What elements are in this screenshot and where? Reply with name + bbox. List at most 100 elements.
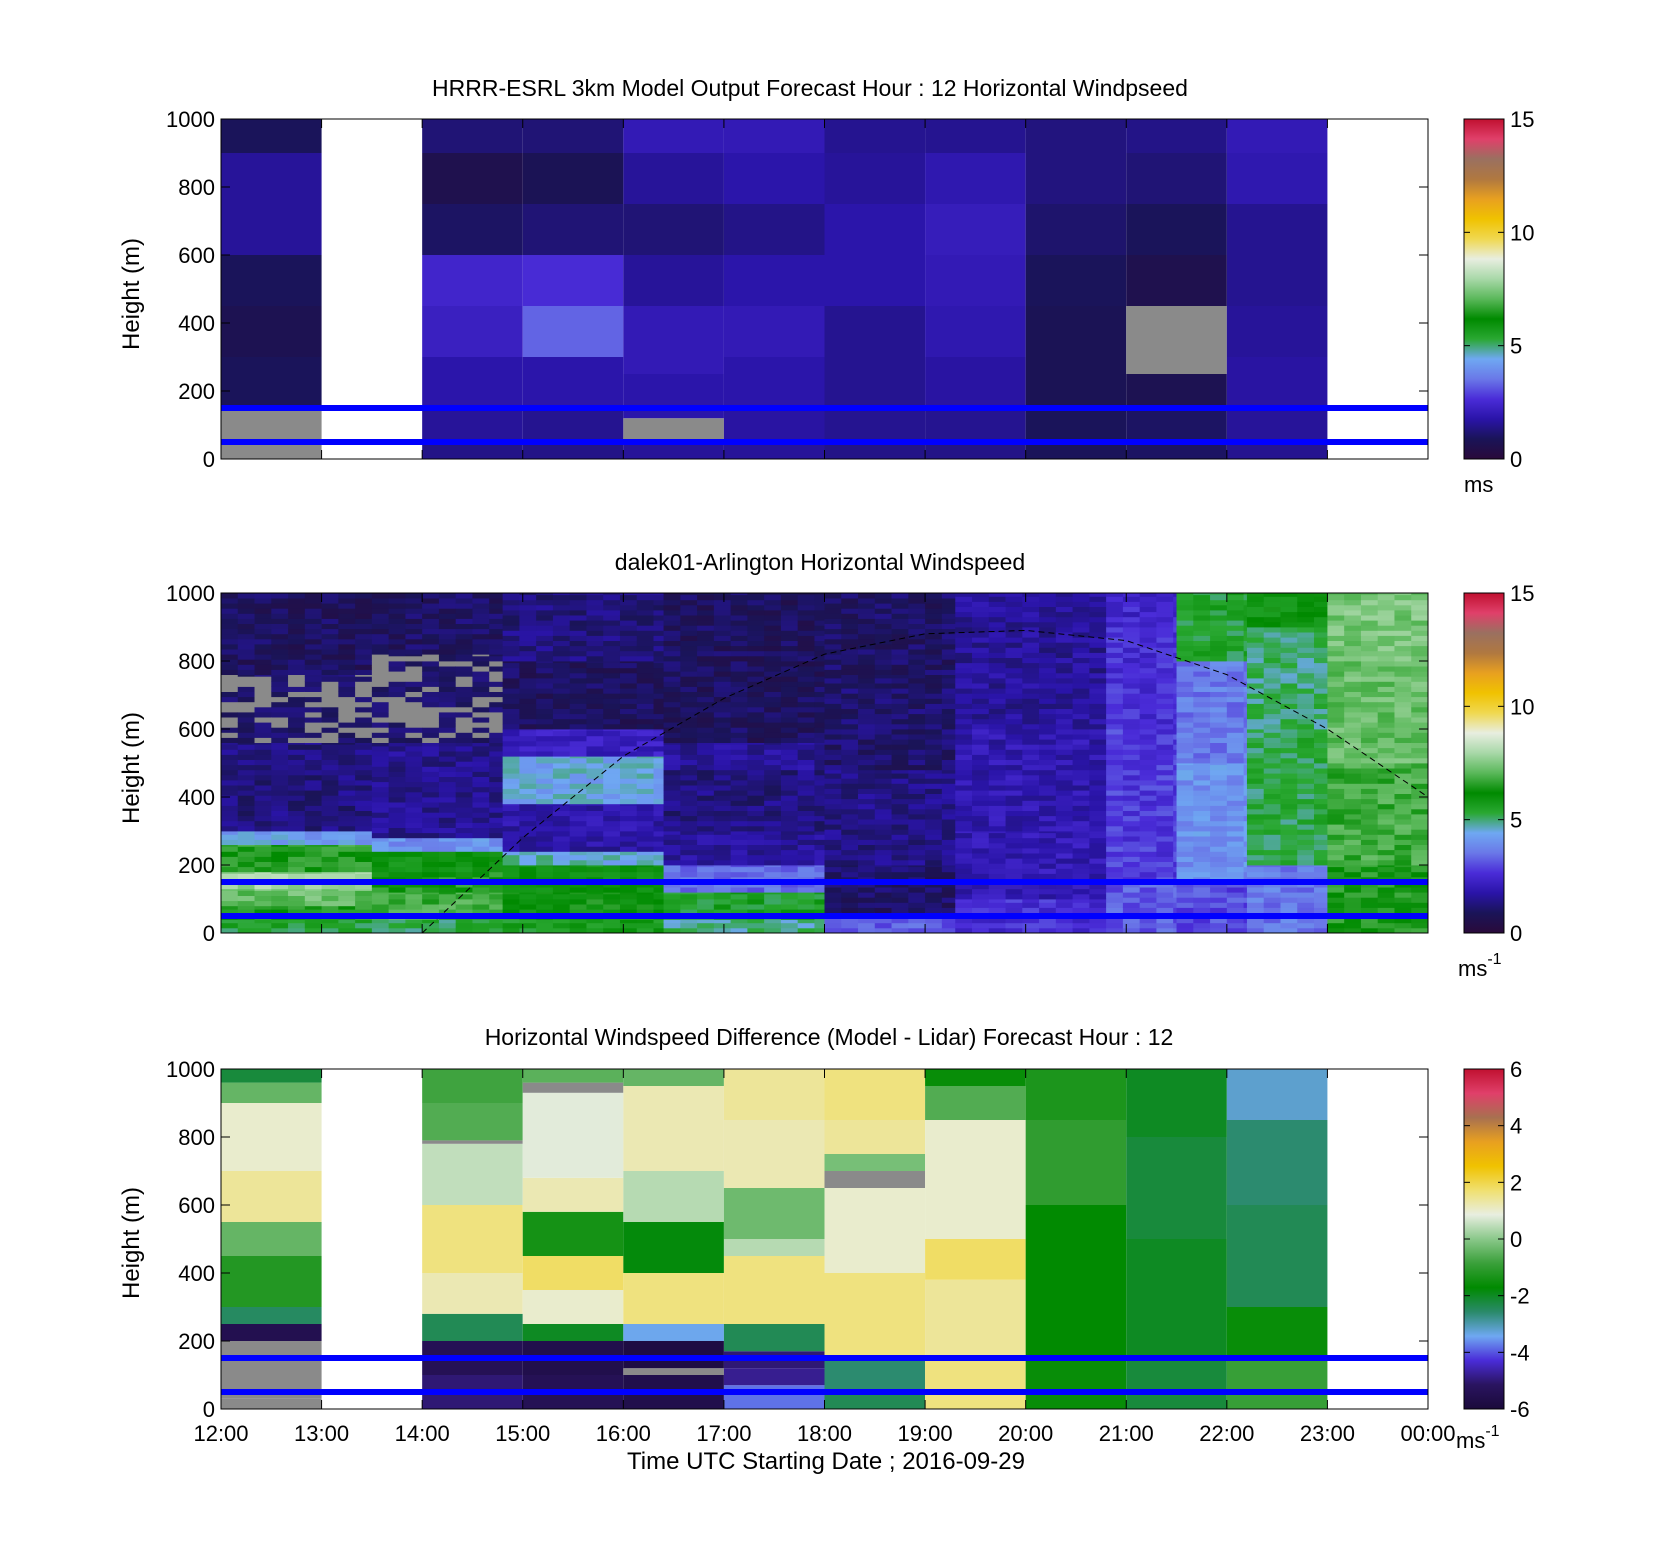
heatmap-cell [1156,688,1174,694]
heatmap-cell [663,630,681,636]
heatmap-cell [1263,803,1281,810]
heatmap-cell [1022,678,1040,684]
heatmap-cell [438,598,457,604]
heatmap-cell [1055,739,1074,745]
heatmap-cell [925,788,943,794]
heatmap-cell [1263,621,1281,628]
heatmap-cell [1226,650,1244,657]
heatmap-cell [747,594,765,601]
heatmap-cell [713,630,732,636]
heatmap-cell [321,919,339,924]
heatmap-cell [713,871,732,878]
heatmap-cell [1022,652,1040,658]
heatmap-cell [321,598,339,604]
heatmap-cell [941,674,960,679]
heatmap-cell [254,759,272,766]
heatmap-cell [1314,637,1332,643]
heatmap-cell [586,805,604,811]
heatmap-cell [489,717,507,723]
heatmap-cell [713,919,732,924]
heatmap-cell [814,625,832,631]
heatmap-cell [355,905,373,910]
heatmap-cell [908,907,926,913]
heatmap-cell [713,854,732,861]
heatmap-cell [1139,917,1157,924]
heatmap-cell [304,659,322,665]
heatmap-cell [1176,635,1194,641]
heatmap-cell [438,791,457,798]
heatmap-cell [680,701,698,708]
heatmap-cell [1039,764,1057,771]
heatmap-cell [1263,902,1281,908]
heatmap-cell [519,723,537,730]
heatmap-cell [519,740,537,747]
heatmap-cell [405,623,423,630]
heatmap-cell [1327,645,1345,652]
heatmap-cell [988,729,1006,735]
heatmap-cell [1156,718,1174,725]
heatmap-cell [388,866,406,873]
heatmap-cell [1263,611,1281,618]
heatmap-cell [1210,732,1228,738]
heatmap-cell [586,708,604,715]
heatmap-cell [1314,844,1332,851]
heatmap-cell [1246,642,1265,648]
heatmap-cell [955,883,973,890]
heatmap-cell [1072,729,1090,735]
heatmap-cell [1156,836,1174,842]
heatmap-cell [891,808,909,815]
heatmap-cell [619,630,638,636]
heatmap-cell [797,645,815,652]
heatmap-cell [502,708,520,715]
heatmap-cell [713,635,732,641]
heatmap-cell [1106,713,1124,720]
heatmap-cell [405,737,423,743]
heatmap-cell [1122,678,1141,684]
heatmap-cell [221,780,239,786]
heatmap-cell [1039,842,1057,849]
heatmap-cell [1297,652,1315,658]
heatmap-cell [422,832,440,839]
heatmap-cell [1072,863,1090,869]
heatmap-cell [1089,927,1107,934]
heatmap-cell [764,859,782,866]
heatmap-cell [288,633,306,640]
heatmap-cell [1314,927,1332,934]
heatmap-cell [472,696,490,703]
heatmap-cell [1263,632,1281,638]
heatmap-cell [237,764,255,771]
heatmap-cell [288,669,306,675]
heatmap-cell [455,871,473,878]
heatmap-cell [1314,793,1332,800]
heatmap-cell [237,732,255,738]
heatmap-cell [874,917,892,924]
heatmap-cell [697,805,715,811]
heatmap-cell [1297,742,1315,749]
heatmap-cell [569,851,587,856]
heatmap-cell [874,788,892,794]
heatmap-cell [797,742,815,745]
heatmap-cell [1297,723,1315,730]
heatmap-cell [1297,922,1315,929]
heatmap-cell [972,790,990,796]
heatmap-cell [891,654,909,660]
heatmap-cell [988,739,1006,745]
heatmap-cell [891,834,909,840]
heatmap-cell [552,723,571,730]
heatmap-cell [1193,604,1211,611]
heatmap-cell [663,722,681,728]
heatmap-cell [1193,666,1211,672]
heatmap-cell [723,357,825,408]
heatmap-cell [422,701,440,708]
heatmap-cell [1072,820,1090,827]
heatmap-cell [422,827,440,834]
heatmap-cell [271,613,289,619]
heatmap-cell [1176,620,1194,626]
heatmap-cell [271,810,289,817]
heatmap-cell [908,734,926,740]
heatmap-cell [925,769,943,774]
heatmap-cell [972,662,990,669]
heatmap-cell [1089,616,1107,623]
heatmap-cell [455,686,473,692]
heatmap-cell [941,669,960,675]
